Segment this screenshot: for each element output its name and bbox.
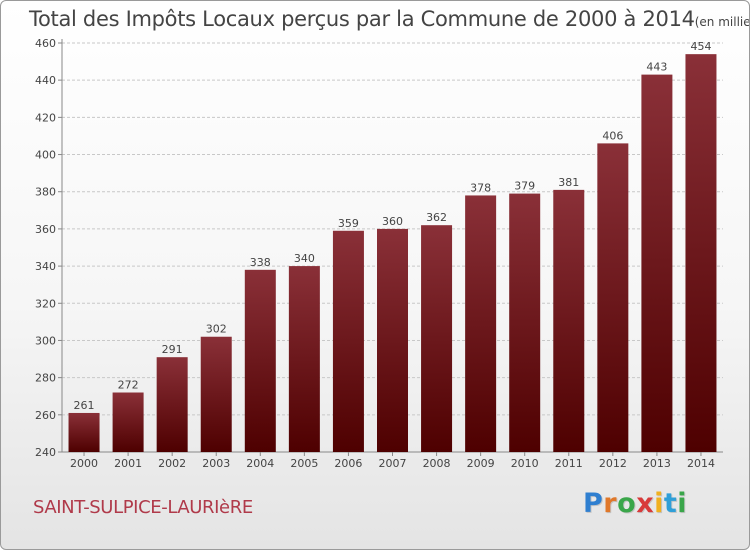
x-tick-label: 2001 [114,457,142,470]
x-tick-label: 2011 [555,457,583,470]
logo-letter: x [636,488,655,519]
bar [244,269,276,452]
bar [509,193,541,452]
bar [641,74,673,452]
x-tick-label: 2014 [687,457,715,470]
commune-name: SAINT-SULPICE-LAURIèRE [33,497,253,518]
x-tick-label: 2002 [158,457,186,470]
data-label: 359 [338,217,359,230]
logo-letter: t [663,488,678,519]
y-tick-label: 260 [35,409,56,422]
logo-letter: i [654,488,664,519]
x-tick-label: 2005 [290,457,318,470]
y-tick-label: 400 [35,149,56,162]
logo-letter: o [617,488,637,519]
data-label: 291 [162,343,183,356]
proxiti-logo: Proxiti [583,488,687,519]
data-label: 338 [250,256,271,269]
y-tick-label: 420 [35,111,56,124]
y-tick-label: 340 [35,260,56,273]
bar [421,225,453,452]
bar [332,230,364,452]
x-tick-label: 2006 [334,457,362,470]
y-tick-label: 320 [35,297,56,310]
data-label: 302 [206,323,227,336]
data-label: 360 [382,215,403,228]
data-label: 379 [514,180,535,193]
bar [288,266,320,452]
data-label: 378 [470,181,491,194]
bar [68,412,100,452]
x-tick-label: 2010 [511,457,539,470]
y-tick-label: 360 [35,223,56,236]
bar [377,228,408,452]
y-tick-label: 460 [35,37,56,50]
y-tick-label: 380 [35,186,56,199]
chart-unit-note: (en milliers d'€) [694,15,750,29]
data-label: 443 [646,61,667,74]
y-tick-label: 440 [35,74,56,87]
bar [200,336,232,452]
chart-title: Total des Impôts Locaux perçus par la Co… [29,7,750,31]
bar [685,54,717,453]
x-tick-label: 2009 [467,457,495,470]
x-tick-label: 2000 [70,457,98,470]
logo-letter: r [603,488,618,519]
logo-letter: i [677,488,688,519]
y-tick-label: 280 [35,372,56,385]
bar [553,189,585,453]
x-tick-label: 2007 [379,457,407,470]
y-tick-label: 300 [35,334,56,347]
data-label: 454 [690,40,711,53]
data-label: 261 [74,399,95,412]
x-tick-label: 2003 [202,457,230,470]
bar [112,392,144,452]
x-tick-label: 2012 [599,457,627,470]
x-tick-label: 2008 [423,457,451,470]
logo-letter: P [583,488,604,519]
x-tick-label: 2004 [246,457,274,470]
data-label: 272 [118,379,139,392]
bar [465,195,497,453]
y-tick-label: 240 [35,446,56,459]
chart-title-text: Total des Impôts Locaux perçus par la Co… [29,7,695,31]
data-label: 362 [426,211,447,224]
data-label: 381 [558,176,579,189]
data-label: 340 [294,252,315,265]
bar [597,143,629,452]
x-tick-label: 2013 [643,457,671,470]
bar [156,357,188,452]
data-label: 406 [602,129,623,142]
